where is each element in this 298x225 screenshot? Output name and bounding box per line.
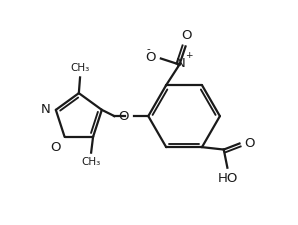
Text: +: + [186, 51, 193, 60]
Text: O: O [244, 137, 254, 150]
Text: O: O [145, 51, 155, 64]
Text: O: O [119, 110, 129, 123]
Text: CH₃: CH₃ [81, 157, 101, 167]
Text: O: O [181, 29, 192, 42]
Text: O: O [50, 141, 61, 154]
Text: N: N [41, 103, 51, 116]
Text: -: - [147, 44, 150, 54]
Text: N: N [175, 57, 185, 70]
Text: CH₃: CH₃ [71, 63, 90, 73]
Text: HO: HO [218, 172, 238, 185]
